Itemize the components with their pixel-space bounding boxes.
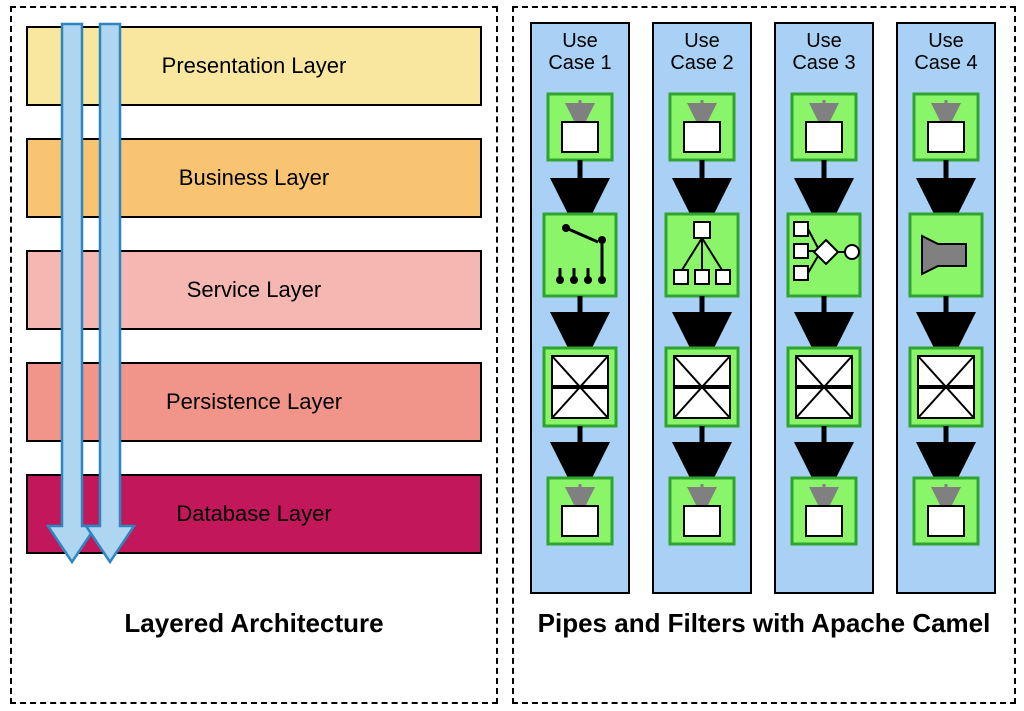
layer-label: Persistence Layer <box>166 389 342 415</box>
right-panel-title: Pipes and Filters with Apache Camel <box>512 608 1016 639</box>
left-panel <box>10 6 498 704</box>
layer-service: Service Layer <box>26 250 482 330</box>
usecase-label: Use Case 1 <box>532 30 628 74</box>
usecase-col-4: Use Case 4 <box>896 22 996 594</box>
diagram-canvas: Presentation Layer Business Layer Servic… <box>0 0 1024 711</box>
usecase-label: Use Case 3 <box>776 30 872 74</box>
usecase-col-3: Use Case 3 <box>774 22 874 594</box>
layer-business: Business Layer <box>26 138 482 218</box>
usecase-col-1: Use Case 1 <box>530 22 630 594</box>
usecase-label-text: Use Case 4 <box>914 30 977 74</box>
left-title-text: Layered Architecture <box>124 608 383 638</box>
layer-presentation: Presentation Layer <box>26 26 482 106</box>
right-title-text: Pipes and Filters with Apache Camel <box>538 608 991 638</box>
layer-label: Presentation Layer <box>162 53 347 79</box>
layer-label: Database Layer <box>176 501 331 527</box>
usecase-label-text: Use Case 2 <box>670 30 733 74</box>
usecase-col-2: Use Case 2 <box>652 22 752 594</box>
usecase-label-text: Use Case 1 <box>548 30 611 74</box>
usecase-label: Use Case 4 <box>898 30 994 74</box>
layer-database: Database Layer <box>26 474 482 554</box>
usecase-label-text: Use Case 3 <box>792 30 855 74</box>
usecase-label: Use Case 2 <box>654 30 750 74</box>
layer-label: Service Layer <box>187 277 322 303</box>
left-panel-title: Layered Architecture <box>10 608 498 639</box>
layer-label: Business Layer <box>179 165 329 191</box>
layer-persistence: Persistence Layer <box>26 362 482 442</box>
